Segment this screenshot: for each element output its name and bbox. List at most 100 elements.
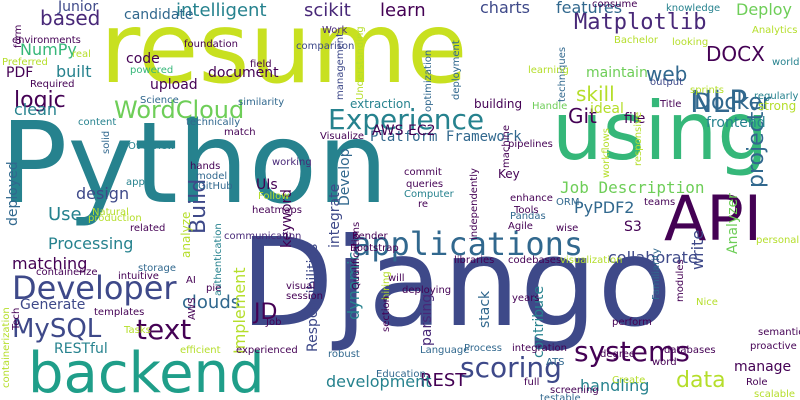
word-personal: personal [756, 235, 800, 246]
word-integration: integration [512, 343, 567, 354]
word-clean: clean [14, 100, 58, 119]
word-education: Education [376, 369, 426, 380]
word-charts: charts [480, 0, 530, 17]
word-teams: teams [644, 197, 676, 208]
word-science: Science [140, 95, 179, 106]
word-heatmaps: heatmaps [252, 205, 302, 216]
word-pypdf2: PyPDF2 [574, 198, 635, 217]
word-matplotlib: Matplotlib [574, 10, 707, 35]
word-nlp: NLP [690, 85, 748, 120]
word-docx: DOCX [706, 42, 765, 66]
word-comparison: comparison [296, 41, 355, 52]
word-data: data [676, 368, 726, 393]
word-production: production [88, 213, 142, 224]
word-uis: UIs [256, 177, 278, 193]
word-management: management [335, 33, 346, 100]
word-technically: technically [186, 117, 241, 128]
word-collaborate: collaborate [608, 248, 698, 267]
word-render: Render [352, 231, 388, 242]
word-databases: databases [664, 345, 716, 356]
word-api: API [664, 182, 763, 255]
word-stack: stack [477, 290, 493, 328]
word-natural: Natural [92, 207, 129, 218]
word-using: using [552, 85, 769, 178]
word-intelligent: intelligent [176, 0, 267, 21]
word-knowledge: knowledge [666, 3, 721, 14]
word-implement: Implement [230, 267, 249, 354]
word-re: re [418, 199, 429, 210]
word-workflows: workflows [601, 127, 612, 178]
word-section: section [381, 295, 392, 332]
word-visual: visual [286, 281, 316, 292]
word-systems: systems [574, 335, 690, 368]
word-applications: applications [352, 225, 584, 263]
word-learning: learning [528, 65, 569, 76]
word-rest: REST [420, 370, 467, 391]
word-matching: matching [12, 254, 88, 273]
word-tech: Tech [11, 307, 22, 330]
word-robust: robust [328, 349, 360, 360]
word-resume: resume [100, 0, 468, 106]
word-visualization: visualization [560, 255, 623, 266]
word-apps: apps [126, 177, 151, 188]
word-tools: Tools [514, 205, 539, 216]
word-screening: screening [550, 385, 599, 396]
word-libraries: libraries [454, 255, 495, 266]
word-deployment: deployment [451, 40, 462, 100]
word-parsing: parsing [419, 293, 435, 346]
word-mysql: MySQL [12, 314, 102, 344]
word-django: Django [240, 212, 673, 354]
word-language: Language [420, 345, 470, 356]
word-junior: Junior [58, 0, 99, 15]
word-analyzer: Analyzer [725, 193, 741, 254]
word-content: content [78, 117, 117, 128]
word-restful: RESTful [54, 341, 108, 357]
word-word: word [652, 357, 677, 368]
word-independently: independently [469, 168, 480, 240]
word-logic: logic [14, 88, 66, 113]
word-work: Work [322, 25, 348, 36]
word-experience: Experience [328, 103, 485, 136]
word-deploying: deploying [402, 285, 452, 296]
word-enhance: enhance [510, 193, 553, 204]
word-codebases: codebases [508, 255, 562, 266]
word-sprints: sprints [690, 85, 724, 96]
word-semantic: semantic [758, 327, 800, 338]
word-extraction: extraction [350, 97, 411, 111]
word-analytics: Analytics [752, 25, 798, 36]
word-years: years [512, 293, 540, 304]
word-s3: S3 [624, 219, 642, 235]
word-proactive: proactive [750, 341, 797, 352]
word-similarity: similarity [238, 97, 285, 108]
word-built: built [56, 62, 92, 81]
word-analyze: analyze [179, 211, 193, 258]
word-computer: Computer [404, 189, 454, 200]
word-containerize: containerize [36, 267, 98, 278]
word-queries: queries [406, 179, 444, 190]
word-wise: wise [556, 223, 579, 234]
word-perform: perform [612, 317, 652, 328]
word-nice: Nice [696, 297, 718, 308]
word-optimization: optimization [423, 49, 434, 112]
word-follow: Follow [258, 191, 290, 202]
word-pie: pie [206, 283, 222, 294]
word-developer: Developer [12, 269, 177, 307]
word-features: features [556, 0, 623, 17]
word-github: GitHub [198, 181, 233, 192]
word-building: building [474, 97, 523, 111]
word-git: Git [568, 104, 597, 128]
word-ideal: ideal [590, 101, 624, 117]
word-degree: degree [600, 349, 636, 360]
word-development: development [326, 372, 432, 391]
word-environments: environments [12, 35, 81, 46]
word-key: Key [498, 167, 520, 181]
word-text: text [136, 313, 192, 346]
word-orm: ORM [556, 197, 580, 208]
word-manage: manage [734, 359, 792, 375]
word-design: design [76, 184, 130, 203]
word-file: file [624, 111, 646, 127]
word-overview: Overview [128, 141, 176, 152]
word-pipelines: pipelines [508, 139, 553, 150]
word-deploy: Deploy [736, 0, 793, 19]
